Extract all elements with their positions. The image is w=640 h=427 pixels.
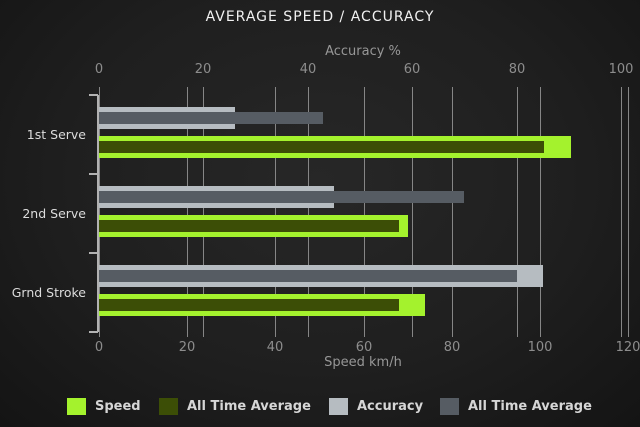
legend-label-speed: Speed (95, 398, 141, 414)
top-axis-tick-label: 60 (403, 62, 421, 77)
bar-speed-ata (99, 141, 544, 153)
top-axis-tick-label: 80 (508, 62, 526, 77)
gridline-speed-100 (540, 87, 541, 337)
top-axis-tick-label: 40 (299, 62, 317, 77)
gridline-accuracy-20 (203, 87, 204, 337)
bottom-axis-title: Speed km/h (324, 355, 402, 370)
y-axis-tick (89, 252, 98, 254)
top-axis-title: Accuracy % (325, 44, 401, 59)
bottom-axis-tick-label: 0 (94, 340, 104, 355)
category-label: 1st Serve (26, 127, 86, 142)
gridline-accuracy-80 (517, 87, 518, 337)
bar-speed-ata (99, 299, 399, 311)
legend-label-accuracy-all-time-average: All Time Average (468, 398, 592, 414)
bottom-axis-tick-label: 60 (355, 340, 373, 355)
gridline-speed-40 (275, 87, 276, 337)
gridline-speed-20 (187, 87, 188, 337)
legend-swatch-speed (67, 397, 86, 415)
top-axis-tick-label: 20 (194, 62, 212, 77)
legend-item-speed: Speed (67, 397, 141, 415)
legend-item-accuracy-all-time-average: All Time Average (440, 397, 592, 415)
bottom-axis-tick-label: 120 (615, 340, 640, 355)
gridline-speed-80 (452, 87, 453, 337)
gridline-accuracy-40 (308, 87, 309, 337)
gridline-speed-60 (364, 87, 365, 337)
gridline-speed-0 (99, 87, 100, 337)
y-axis-line (97, 95, 99, 332)
legend-label-speed-all-time-average: All Time Average (187, 398, 311, 414)
bottom-axis-tick-label: 40 (266, 340, 284, 355)
top-axis-tick-label: 0 (94, 62, 104, 77)
legend-swatch-accuracy (329, 397, 348, 415)
bar-accuracy-ata (99, 270, 517, 282)
bottom-axis-tick-label: 20 (178, 340, 196, 355)
gridline-speed-120 (628, 87, 629, 337)
y-axis-tick (89, 331, 98, 333)
gridline-accuracy-100 (621, 87, 622, 337)
y-axis-tick (89, 94, 98, 96)
bottom-axis-tick-label: 80 (443, 340, 461, 355)
category-label: Grnd Stroke (11, 285, 86, 300)
legend-item-speed-all-time-average: All Time Average (159, 397, 311, 415)
chart-title: AVERAGE SPEED / ACCURACY (205, 9, 435, 25)
y-axis-tick (89, 173, 98, 175)
bar-accuracy-ata (99, 191, 464, 203)
category-label: 2nd Serve (22, 206, 86, 221)
top-axis-tick-label: 100 (608, 62, 634, 77)
bottom-axis-tick-label: 100 (527, 340, 553, 355)
gridline-accuracy-60 (412, 87, 413, 337)
legend-item-accuracy: Accuracy (329, 397, 423, 415)
bar-accuracy-ata (99, 112, 323, 124)
legend-label-accuracy: Accuracy (357, 398, 424, 414)
legend-swatch-accuracy-all-time-average (440, 397, 459, 415)
bar-speed-ata (99, 220, 399, 232)
legend-swatch-speed-all-time-average (159, 397, 178, 415)
